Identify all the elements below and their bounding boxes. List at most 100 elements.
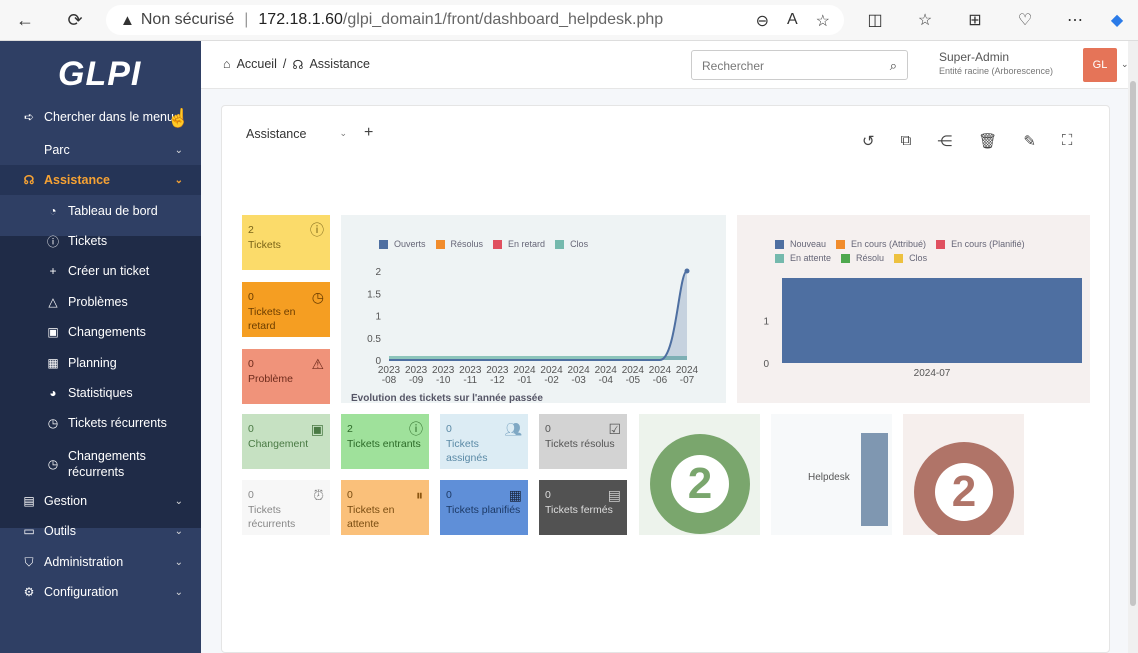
legend-item[interactable]: Nouveau: [775, 239, 826, 249]
url-text[interactable]: 172.18.1.60/glpi_domain1/front/dashboard…: [258, 11, 663, 29]
users-icon: 👥︎: [504, 421, 522, 437]
user-info[interactable]: Super-Admin Entité racine (Arborescence): [939, 50, 1053, 76]
copy-icon[interactable]: ⧉: [900, 132, 912, 149]
breadcrumb-home[interactable]: Accueil: [236, 57, 277, 71]
assistance-submenu: [0, 236, 201, 528]
sidebar-item-label: Tickets récurrents: [68, 416, 167, 430]
legend-item[interactable]: En attente: [775, 253, 831, 263]
tile-solved-tickets[interactable]: 0 Tickets résolus ☑: [539, 414, 627, 469]
sidebar-item-statistiques[interactable]: ◕ Statistiques: [0, 378, 201, 408]
health-icon[interactable]: ♡: [1017, 12, 1033, 29]
split-screen-icon[interactable]: ◫: [867, 12, 883, 29]
tile-waiting-tickets[interactable]: 0 Tickets en attente ⏸︎: [341, 480, 429, 535]
breadcrumb-current[interactable]: Assistance: [309, 57, 370, 71]
y-tick-label: 0: [763, 359, 769, 370]
x-tick-label: 2024: [622, 365, 645, 376]
breadcrumb: ⌂ Accueil / ☊ Assistance: [223, 57, 370, 72]
mouse-cursor-icon: ☝: [167, 108, 190, 128]
sidebar-item-gestion[interactable]: ▤ Gestion ⌄: [0, 486, 201, 516]
chevron-down-icon: ⌄: [174, 525, 183, 537]
chevron-down-icon[interactable]: ⌄: [1121, 59, 1129, 69]
tile-label: Tickets en attente: [347, 503, 395, 531]
legend-item[interactable]: Résolu: [841, 253, 884, 263]
sidebar-item-label: Administration: [44, 555, 124, 569]
dashboard-selector[interactable]: Assistance ⌄: [242, 120, 355, 146]
tile-planned-tickets[interactable]: 0 Tickets planifiés ▦: [440, 480, 528, 535]
back-button[interactable]: ←: [16, 9, 34, 30]
clipboard-icon: ▣: [47, 325, 59, 339]
sidebar-item-problemes[interactable]: △ Problèmes: [0, 287, 201, 317]
fullscreen-icon[interactable]: ⛶: [1061, 132, 1073, 149]
legend-item[interactable]: En retard: [493, 239, 545, 249]
legend-item[interactable]: Clos: [555, 239, 588, 249]
breadcrumb-separator: /: [282, 57, 287, 71]
sidebar-item-configuration[interactable]: ⚙ Configuration ⌄: [0, 577, 201, 607]
delete-icon[interactable]: 🗑︎: [978, 133, 998, 150]
sidebar-item-assistance[interactable]: ☊ Assistance ⌄: [0, 165, 201, 195]
favorite-star-icon[interactable]: ☆: [815, 13, 830, 30]
legend-item[interactable]: En cours (Planifié): [936, 239, 1025, 249]
x-tick-label: -07: [680, 375, 695, 386]
favorites-icon[interactable]: ☆: [917, 12, 933, 29]
sidebar-item-planning[interactable]: ▦ Planning: [0, 348, 201, 378]
zoom-icon[interactable]: ⊖: [755, 13, 769, 30]
sidebar-item-search-menu[interactable]: ➪ Chercher dans le menu: [0, 102, 201, 132]
tile-label: Tickets planifiés: [446, 503, 521, 516]
edit-icon[interactable]: ✎: [1023, 133, 1036, 150]
collections-icon[interactable]: ⊞: [968, 12, 982, 29]
clipboard-check-icon: ▣: [310, 421, 324, 437]
sidebar-item-administration[interactable]: ⛉ Administration ⌄: [0, 547, 201, 577]
search-input[interactable]: Rechercher ⌕: [691, 50, 908, 80]
legend-item[interactable]: En cours (Attribué): [836, 239, 926, 249]
history-icon[interactable]: ↺: [862, 133, 875, 150]
warning-icon: ⚠: [311, 356, 324, 372]
avatar[interactable]: GL: [1083, 48, 1117, 82]
headset-icon: ☊: [23, 173, 35, 187]
calendar-icon: ▦: [508, 487, 522, 503]
tile-change[interactable]: 0 Changement ▣: [242, 414, 330, 469]
tile-donut-green[interactable]: 2: [639, 414, 760, 535]
sidebar-item-tickets-recurrents[interactable]: ◷ Tickets récurrents: [0, 408, 201, 438]
tile-value: 2: [347, 423, 353, 435]
tile-helpdesk[interactable]: Helpdesk: [771, 414, 892, 535]
tile-assigned-tickets[interactable]: 0 Tickets assignés 👥︎: [440, 414, 528, 469]
sidebar-item-creer-ticket[interactable]: + Créer un ticket: [0, 256, 201, 286]
more-menu-icon[interactable]: ⋯: [1067, 12, 1083, 29]
tile-closed-tickets[interactable]: 0 Tickets fermés ▤: [539, 480, 627, 535]
copilot-icon[interactable]: ◆: [1110, 12, 1124, 29]
x-tick-label: 2024: [676, 365, 699, 376]
sidebar-item-parc[interactable]: Parc ⌄: [0, 135, 201, 165]
scrollbar-thumb[interactable]: [1130, 81, 1136, 606]
sidebar-item-label: Tableau de bord: [68, 204, 158, 218]
refresh-button[interactable]: ⟳: [67, 9, 83, 30]
sidebar-item-tickets[interactable]: ⓘ Tickets: [0, 226, 201, 256]
tile-value: 0: [248, 291, 254, 303]
add-dashboard-button[interactable]: +: [364, 124, 374, 141]
tile-tickets[interactable]: 2 Tickets ⓘ: [242, 215, 330, 270]
legend-item[interactable]: Ouverts: [379, 239, 426, 249]
legend-item[interactable]: Clos: [894, 253, 927, 263]
address-bar[interactable]: ▲ Non sécurisé | 172.18.1.60/glpi_domain…: [106, 5, 844, 35]
read-aloud-icon[interactable]: A: [786, 11, 798, 28]
tickets-evolution-chart: Ouverts Résolus En retard Clos 0 0.5 1 1.5 2…: [341, 215, 726, 403]
sidebar-item-outils[interactable]: ▭ Outils ⌄: [0, 516, 201, 546]
tile-label: Tickets assignés: [446, 437, 488, 465]
tile-problem[interactable]: 0 Problème ⚠: [242, 349, 330, 404]
tile-recurrent-tickets[interactable]: 0 Tickets récurrents ⏰︎: [242, 480, 330, 535]
sidebar-item-tableau-de-bord[interactable]: ◔ Tableau de bord: [0, 196, 201, 226]
sidebar-item-label: Gestion: [44, 494, 88, 508]
y-tick-label: 0: [375, 356, 381, 367]
x-tick-label: 2023: [432, 365, 455, 376]
search-icon[interactable]: ⌕: [889, 58, 897, 73]
chart-legend: Ouverts Résolus En retard Clos: [379, 239, 709, 249]
share-icon[interactable]: ⋲: [937, 133, 953, 150]
sidebar-item-changements[interactable]: ▣ Changements: [0, 317, 201, 347]
glpi-logo[interactable]: GLPI: [58, 55, 142, 93]
legend-item[interactable]: Résolus: [435, 239, 483, 249]
tile-incoming-tickets[interactable]: 2 Tickets entrants ⓘ: [341, 414, 429, 469]
y-tick-label: 1: [763, 317, 769, 328]
tile-donut-red[interactable]: 2: [903, 414, 1024, 535]
tile-late-tickets[interactable]: 0 Tickets en retard ◷: [242, 282, 330, 337]
page-scrollbar[interactable]: [1128, 41, 1138, 653]
sidebar-item-changements-recurrents[interactable]: ◷ Changements récurrents: [0, 446, 201, 482]
